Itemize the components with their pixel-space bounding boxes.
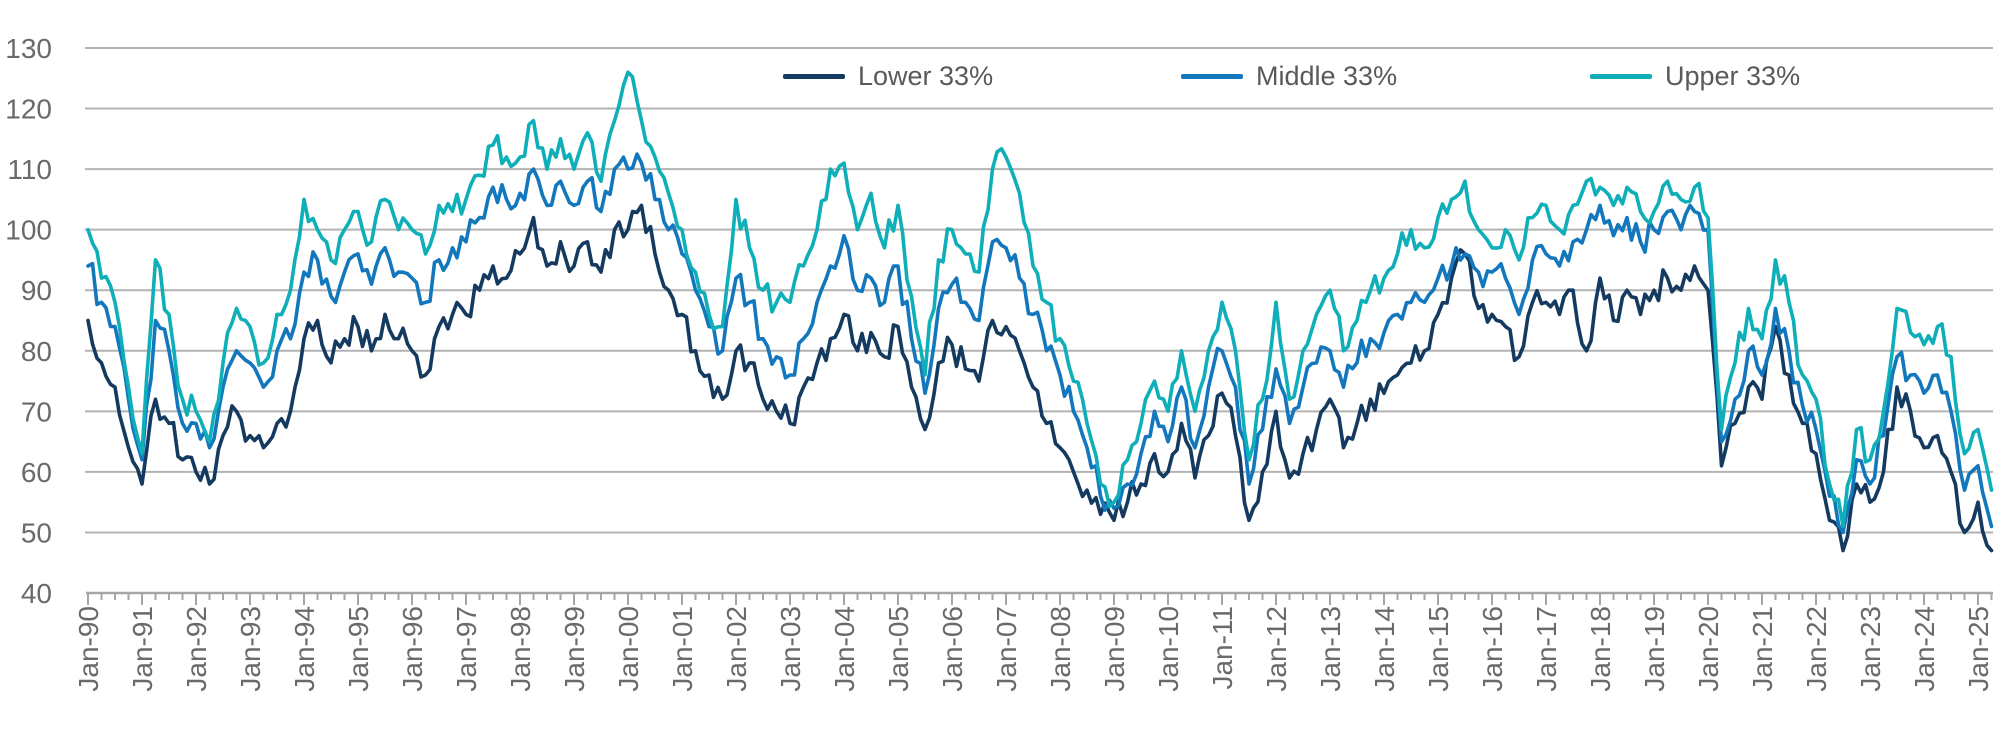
x-tick-label: Jan-25 bbox=[1963, 606, 1994, 692]
legend-swatch-upper-33 bbox=[1590, 73, 1652, 79]
y-tick-label: 130 bbox=[5, 33, 52, 64]
x-tick-label: Jan-96 bbox=[397, 606, 428, 692]
legend-swatch-middle-33 bbox=[1181, 73, 1243, 79]
legend-label-middle-33: Middle 33% bbox=[1256, 61, 1398, 91]
series-line-upper-33- bbox=[86, 70, 1994, 529]
legend-item-upper-33: Upper 33% bbox=[1590, 62, 1800, 90]
x-tick-label: Jan-23 bbox=[1855, 606, 1886, 692]
legend-swatch-lower-33 bbox=[783, 73, 845, 79]
legend-item-middle-33: Middle 33% bbox=[1181, 62, 1397, 90]
x-tick-label: Jan-22 bbox=[1801, 606, 1832, 692]
x-tick-label: Jan-91 bbox=[127, 606, 158, 692]
x-tick-label: Jan-12 bbox=[1261, 606, 1292, 692]
y-tick-label: 60 bbox=[21, 457, 52, 488]
x-tick-label: Jan-15 bbox=[1423, 606, 1454, 692]
x-tick-label: Jan-98 bbox=[505, 606, 536, 692]
x-tick-label: Jan-21 bbox=[1747, 606, 1778, 692]
x-tick-label: Jan-20 bbox=[1693, 606, 1724, 692]
x-tick-label: Jan-11 bbox=[1207, 606, 1238, 690]
x-tick-label: Jan-18 bbox=[1585, 606, 1616, 692]
legend-item-lower-33: Lower 33% bbox=[783, 62, 993, 90]
y-tick-label: 80 bbox=[21, 336, 52, 367]
y-axis-labels: 40 50 60 70 80 90 100 110 120 130 bbox=[5, 33, 52, 609]
x-tick-label: Jan-24 bbox=[1909, 606, 1940, 692]
x-tick-label: Jan-08 bbox=[1045, 606, 1076, 692]
x-axis bbox=[86, 591, 1993, 605]
y-tick-label: 40 bbox=[21, 578, 52, 609]
x-tick-label: Jan-19 bbox=[1639, 606, 1670, 692]
y-tick-label: 120 bbox=[5, 94, 52, 125]
legend-label-upper-33: Upper 33% bbox=[1665, 61, 1801, 91]
x-tick-label: Jan-90 bbox=[73, 606, 104, 692]
series-line-middle-33- bbox=[86, 152, 1994, 535]
y-tick-label: 100 bbox=[5, 215, 52, 246]
x-tick-label: Jan-97 bbox=[451, 606, 482, 692]
x-tick-label: Jan-07 bbox=[991, 606, 1022, 692]
x-tick-label: Jan-95 bbox=[343, 606, 374, 692]
x-tick-label: Jan-14 bbox=[1369, 606, 1400, 692]
x-tick-label: Jan-99 bbox=[559, 606, 590, 692]
x-tick-label: Jan-92 bbox=[181, 606, 212, 692]
x-tick-label: Jan-05 bbox=[883, 606, 914, 692]
x-tick-label: Jan-10 bbox=[1153, 606, 1184, 692]
x-tick-label: Jan-06 bbox=[937, 606, 968, 692]
x-tick-label: Jan-93 bbox=[235, 606, 266, 692]
series-line-lower-33- bbox=[86, 203, 1994, 553]
y-tick-label: 70 bbox=[21, 396, 52, 427]
x-tick-label: Jan-17 bbox=[1531, 606, 1562, 692]
x-tick-label: Jan-13 bbox=[1315, 606, 1346, 692]
x-tick-label: Jan-16 bbox=[1477, 606, 1508, 692]
x-tick-label: Jan-01 bbox=[667, 606, 698, 692]
y-tick-label: 50 bbox=[21, 517, 52, 548]
legend-label-lower-33: Lower 33% bbox=[858, 61, 994, 91]
y-tick-label: 90 bbox=[21, 275, 52, 306]
x-tick-label: Jan-09 bbox=[1099, 606, 1130, 692]
x-tick-label: Jan-00 bbox=[613, 606, 644, 692]
x-axis-labels: Jan-90 Jan-91 Jan-92 Jan-93 Jan-94 Jan-95 Jan-… bbox=[73, 606, 1994, 692]
x-tick-label: Jan-94 bbox=[289, 606, 320, 692]
x-tick-label: Jan-04 bbox=[829, 606, 860, 692]
y-tick-label: 110 bbox=[7, 154, 52, 185]
x-tick-label: Jan-03 bbox=[775, 606, 806, 692]
x-tick-label: Jan-02 bbox=[721, 606, 752, 692]
